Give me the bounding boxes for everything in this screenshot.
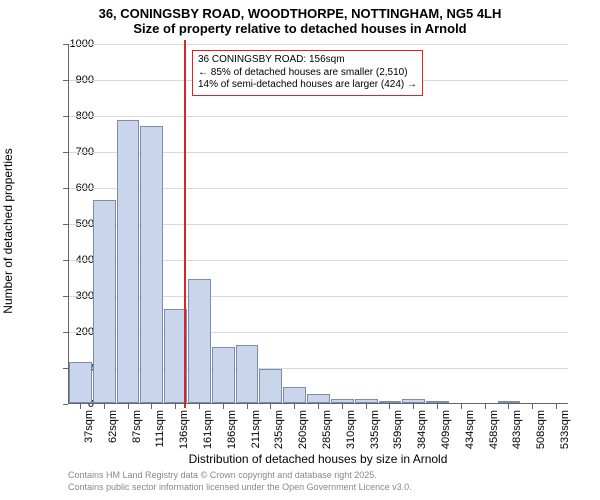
- x-tick-mark: [175, 404, 176, 409]
- histogram-bar: [188, 279, 211, 403]
- x-tick-mark: [556, 404, 557, 409]
- x-tick-mark: [389, 404, 390, 409]
- histogram-bar: [379, 401, 402, 403]
- histogram-bar: [307, 394, 330, 403]
- chart-title-sub: Size of property relative to detached ho…: [0, 21, 600, 36]
- footer-line-1: Contains HM Land Registry data © Crown c…: [68, 470, 377, 480]
- x-tick-mark: [461, 404, 462, 409]
- x-tick-mark: [366, 404, 367, 409]
- reference-line: [184, 40, 186, 408]
- x-tick-mark: [80, 404, 81, 409]
- x-tick-mark: [413, 404, 414, 409]
- footer-line-2: Contains public sector information licen…: [68, 482, 412, 492]
- histogram-bar: [259, 369, 282, 403]
- x-tick-mark: [294, 404, 295, 409]
- x-tick-mark: [532, 404, 533, 409]
- histogram-bar: [426, 401, 449, 403]
- histogram-bar: [236, 345, 259, 403]
- plot-area: 36 CONINGSBY ROAD: 156sqm ← 85% of detac…: [68, 44, 568, 404]
- x-tick-mark: [318, 404, 319, 409]
- info-line-3: 14% of semi-detached houses are larger (…: [198, 79, 417, 92]
- x-tick-mark: [223, 404, 224, 409]
- x-tick-mark: [485, 404, 486, 409]
- histogram-bar: [69, 362, 92, 403]
- x-tick-mark: [151, 404, 152, 409]
- y-tick-mark: [63, 404, 68, 405]
- grid-line: [69, 44, 568, 45]
- histogram-bar: [117, 120, 140, 403]
- histogram-bar: [331, 399, 354, 403]
- x-tick-mark: [342, 404, 343, 409]
- x-tick-mark: [199, 404, 200, 409]
- x-tick-mark: [104, 404, 105, 409]
- histogram-bar: [402, 399, 425, 403]
- chart-title-main: 36, CONINGSBY ROAD, WOODTHORPE, NOTTINGH…: [0, 0, 600, 21]
- histogram-bar: [140, 126, 163, 403]
- histogram-bar: [93, 200, 116, 403]
- info-line-1: 36 CONINGSBY ROAD: 156sqm: [198, 54, 417, 67]
- y-axis-label: Number of detached properties: [1, 148, 15, 313]
- x-tick-mark: [270, 404, 271, 409]
- info-box: 36 CONINGSBY ROAD: 156sqm ← 85% of detac…: [192, 50, 423, 96]
- histogram-bar: [283, 387, 306, 403]
- x-tick-mark: [437, 404, 438, 409]
- histogram-bar: [498, 401, 521, 403]
- x-tick-mark: [128, 404, 129, 409]
- chart-container: 36, CONINGSBY ROAD, WOODTHORPE, NOTTINGH…: [0, 0, 600, 500]
- info-line-2: ← 85% of detached houses are smaller (2,…: [198, 67, 417, 80]
- histogram-bar: [212, 347, 235, 403]
- x-axis-label: Distribution of detached houses by size …: [68, 452, 568, 466]
- x-tick-mark: [508, 404, 509, 409]
- histogram-bar: [355, 399, 378, 403]
- x-tick-mark: [247, 404, 248, 409]
- grid-line: [69, 116, 568, 117]
